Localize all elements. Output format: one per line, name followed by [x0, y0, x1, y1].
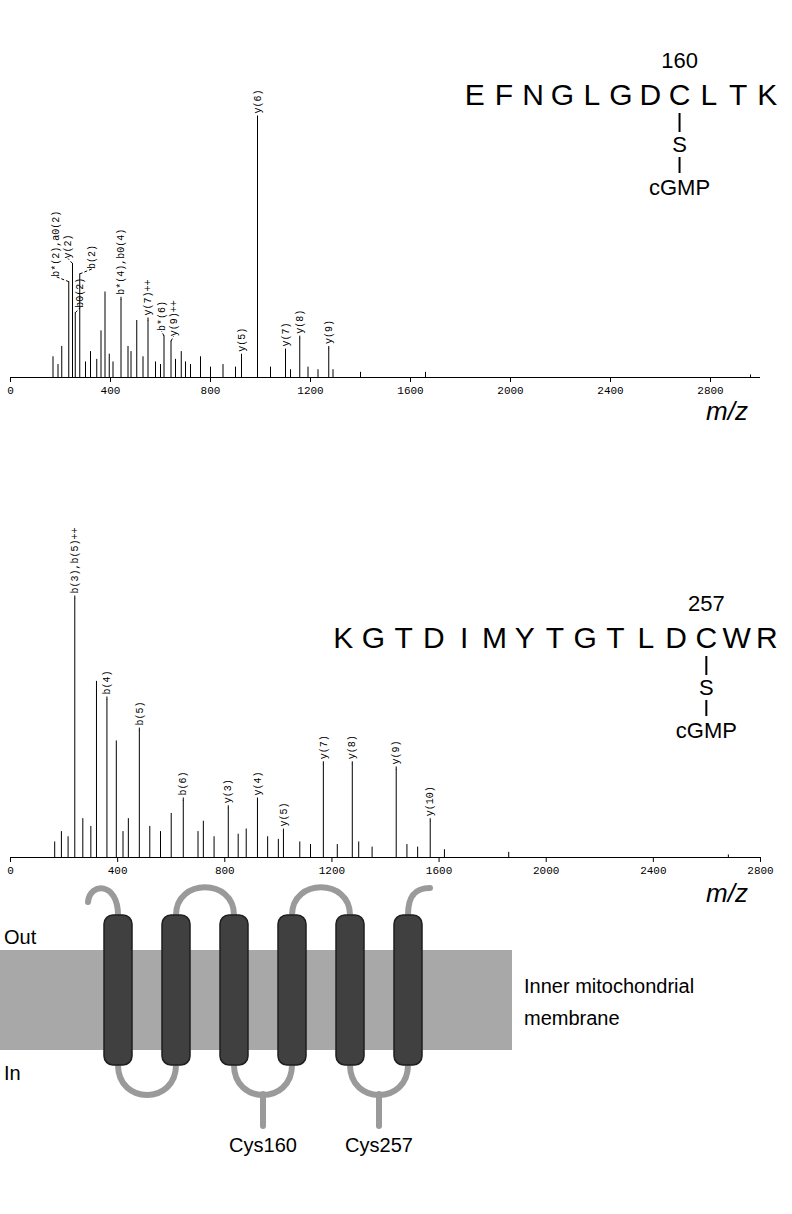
svg-text:b(3),b(5)++: b(3),b(5)++	[70, 527, 81, 593]
svg-text:G: G	[609, 78, 632, 111]
svg-text:y(7): y(7)	[319, 735, 330, 759]
svg-text:N: N	[522, 78, 544, 111]
svg-text:K: K	[333, 621, 353, 654]
svg-text:m/z: m/z	[706, 396, 748, 426]
svg-text:D: D	[423, 621, 445, 654]
svg-text:F: F	[495, 78, 513, 111]
svg-text:0: 0	[7, 385, 14, 397]
svg-text:In: In	[4, 1062, 21, 1084]
svg-text:b0(2): b0(2)	[75, 278, 86, 308]
svg-text:M: M	[482, 621, 507, 654]
svg-text:G: G	[551, 78, 574, 111]
svg-text:L: L	[637, 621, 654, 654]
svg-text:cGMP: cGMP	[649, 175, 710, 200]
svg-text:S: S	[699, 675, 714, 700]
svg-text:Inner mitochondrial: Inner mitochondrial	[524, 975, 694, 997]
svg-text:y(7)++: y(7)++	[143, 280, 154, 316]
svg-text:W: W	[722, 621, 751, 654]
svg-text:b(6): b(6)	[178, 772, 189, 796]
svg-text:G: G	[574, 621, 597, 654]
svg-text:L: L	[700, 78, 717, 111]
svg-text:y(9): y(9)	[324, 320, 335, 344]
svg-text:b*(6): b*(6)	[157, 301, 168, 331]
svg-text:800: 800	[215, 865, 235, 877]
svg-text:T: T	[606, 621, 624, 654]
svg-text:2800: 2800	[697, 385, 723, 397]
svg-text:y(4): y(4)	[253, 772, 264, 796]
svg-text:b(4): b(4)	[102, 670, 113, 694]
svg-text:b*(4),b0(4): b*(4),b0(4)	[116, 229, 127, 295]
svg-text:400: 400	[108, 865, 128, 877]
svg-text:b(5): b(5)	[135, 702, 146, 726]
svg-text:Cys257: Cys257	[345, 1134, 413, 1156]
svg-text:cGMP: cGMP	[676, 718, 737, 743]
svg-text:membrane: membrane	[524, 1007, 620, 1029]
svg-text:1600: 1600	[426, 865, 452, 877]
svg-text:y(10): y(10)	[425, 786, 436, 816]
svg-text:y(2): y(2)	[63, 235, 74, 259]
svg-text:Out: Out	[4, 926, 37, 948]
svg-text:Y: Y	[515, 621, 535, 654]
svg-text:1200: 1200	[319, 865, 345, 877]
svg-text:G: G	[362, 621, 385, 654]
svg-text:b*(2),a0(2): b*(2),a0(2)	[51, 211, 62, 277]
svg-text:y(8): y(8)	[295, 310, 306, 334]
svg-text:y(6): y(6)	[253, 89, 264, 113]
svg-text:D: D	[665, 621, 687, 654]
svg-text:y(5): y(5)	[237, 328, 248, 352]
svg-text:E: E	[465, 78, 485, 111]
svg-text:L: L	[583, 78, 600, 111]
svg-text:D: D	[639, 78, 661, 111]
svg-text:0: 0	[7, 865, 14, 877]
svg-text:y(7): y(7)	[281, 323, 292, 347]
svg-text:400: 400	[101, 385, 121, 397]
svg-text:2000: 2000	[497, 385, 523, 397]
svg-text:Cys160: Cys160	[229, 1134, 297, 1156]
svg-text:160: 160	[661, 48, 698, 73]
svg-text:1200: 1200	[297, 385, 323, 397]
svg-text:T: T	[729, 78, 747, 111]
svg-text:m/z: m/z	[706, 878, 748, 908]
svg-text:1600: 1600	[397, 385, 423, 397]
svg-text:I: I	[460, 621, 468, 654]
svg-text:800: 800	[201, 385, 221, 397]
svg-text:2400: 2400	[597, 385, 623, 397]
svg-text:C: C	[695, 621, 717, 654]
svg-text:2000: 2000	[533, 865, 559, 877]
svg-text:257: 257	[688, 591, 725, 616]
svg-text:C: C	[669, 78, 691, 111]
svg-text:2400: 2400	[640, 865, 666, 877]
svg-text:T: T	[546, 621, 564, 654]
svg-text:y(8): y(8)	[347, 735, 358, 759]
svg-text:y(5): y(5)	[279, 803, 290, 827]
svg-text:T: T	[395, 621, 413, 654]
svg-text:y(9)++: y(9)++	[169, 300, 180, 336]
svg-text:2800: 2800	[747, 865, 773, 877]
svg-text:K: K	[757, 78, 777, 111]
svg-text:R: R	[756, 621, 778, 654]
svg-text:y(3): y(3)	[223, 779, 234, 803]
svg-text:b(2): b(2)	[87, 245, 98, 269]
svg-text:S: S	[672, 132, 687, 157]
svg-text:y(9): y(9)	[391, 740, 402, 764]
